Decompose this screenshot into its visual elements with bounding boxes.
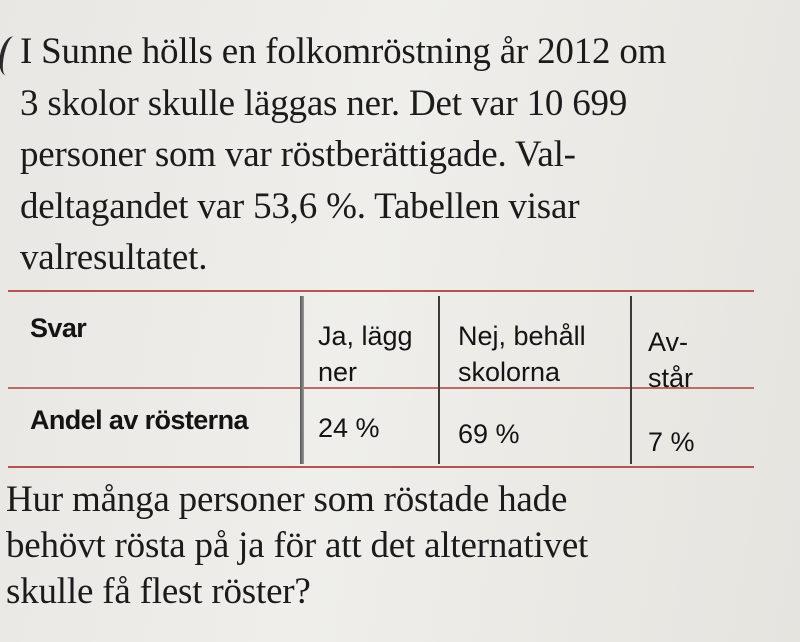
header-label-text: Svar — [30, 313, 87, 343]
problem-question: Hur många personer som röstade hade behö… — [6, 477, 786, 615]
header-avstar: Av- står — [648, 324, 693, 396]
results-table: Svar Ja, lägg ner Nej, behåll skolorna A… — [8, 290, 754, 468]
table-middle-rule — [8, 387, 754, 389]
problem-intro: I Sunne hölls en folkomröstning år 2012 … — [20, 26, 790, 284]
intro-line-4: deltagandet var 53,6 %. Tabellen visar — [20, 185, 580, 227]
header-nej: Nej, behåll skolorna — [458, 318, 586, 390]
header-ja: Ja, lägg ner — [318, 318, 413, 390]
intro-line-2: 3 skolor skulle läggas ner. Det var 10 6… — [20, 82, 628, 124]
value-nej: 69 % — [458, 416, 520, 452]
header-nej-line-1: Nej, behåll — [458, 321, 586, 351]
intro-line-3: personer som var röstberättigade. Val- — [20, 134, 576, 175]
value-nej-text: 69 % — [458, 419, 520, 449]
row-label-text: Andel av rösterna — [30, 405, 248, 435]
column-divider-2 — [438, 296, 440, 464]
table-bottom-rule — [8, 466, 754, 468]
header-ja-line-1: Ja, lägg — [318, 321, 413, 351]
header-nej-line-2: skolorna — [458, 357, 561, 387]
intro-line-1: I Sunne hölls en folkomröstning år 2012 … — [20, 31, 667, 72]
intro-line-5: valresultatet. — [20, 237, 208, 278]
table-top-rule — [8, 290, 754, 292]
header-avstar-line-2: står — [648, 363, 694, 393]
row-label: Andel av rösterna — [30, 402, 248, 438]
value-ja: 24 % — [318, 410, 380, 446]
question-line-1: Hur många personer som röstade hade — [6, 479, 568, 520]
value-avstar-text: 7 % — [648, 427, 695, 457]
question-line-3: skulle få flest röster? — [6, 571, 311, 612]
header-ja-line-2: ner — [318, 357, 358, 387]
column-divider-3 — [630, 296, 632, 464]
value-avstar: 7 % — [648, 424, 695, 460]
question-line-2: behövt rösta på ja för att det alternati… — [6, 525, 589, 566]
header-avstar-line-1: Av- — [648, 327, 689, 357]
header-label: Svar — [30, 310, 87, 346]
column-divider-1 — [300, 296, 304, 464]
value-ja-text: 24 % — [318, 413, 380, 443]
